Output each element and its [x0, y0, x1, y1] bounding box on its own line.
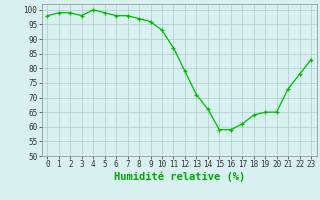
X-axis label: Humidité relative (%): Humidité relative (%) — [114, 172, 245, 182]
